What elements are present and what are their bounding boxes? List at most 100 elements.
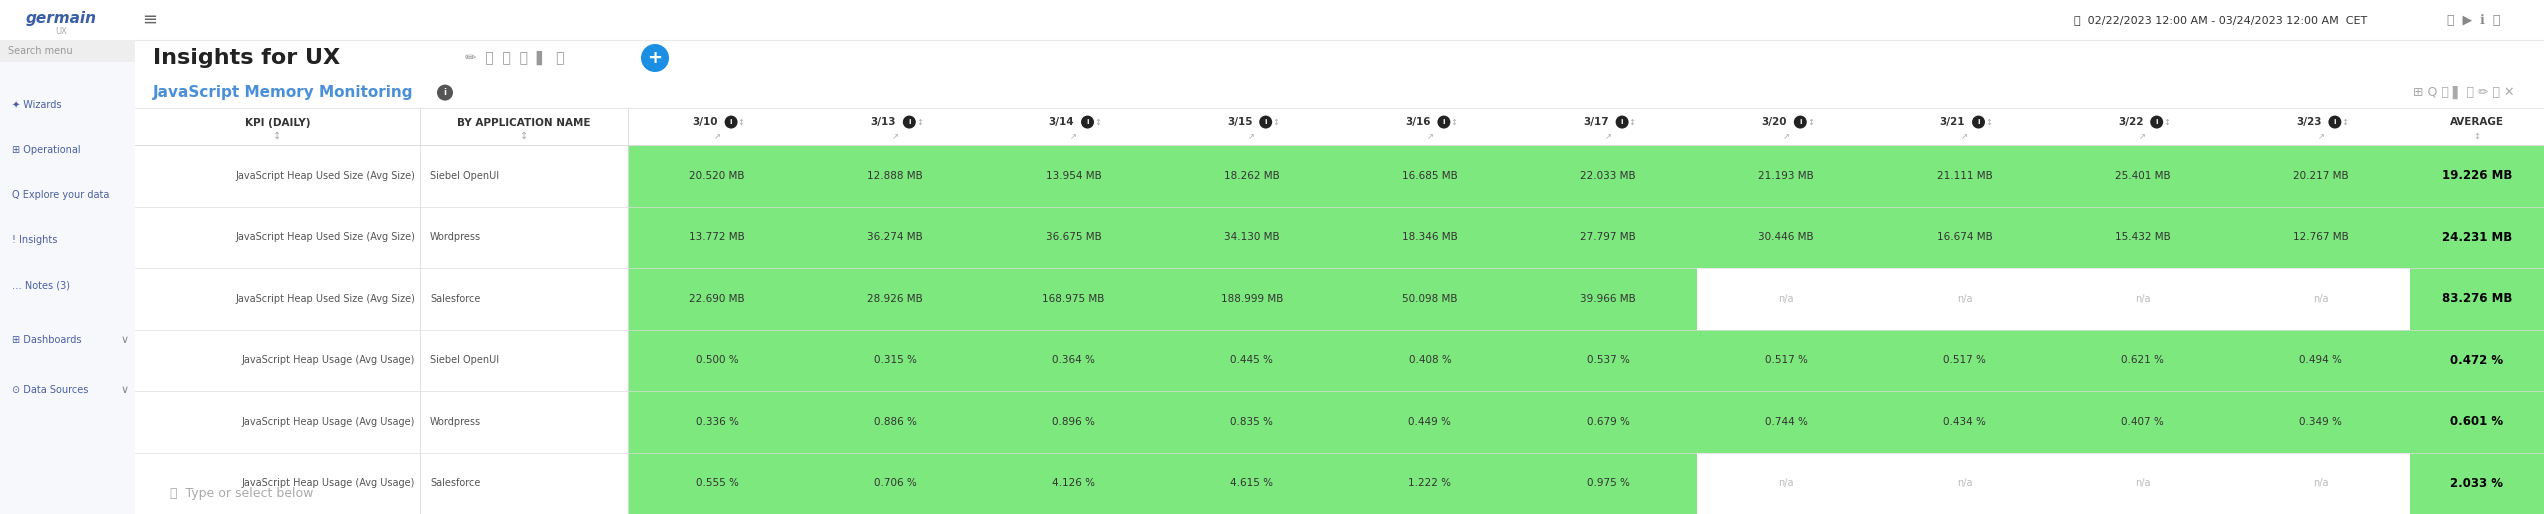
Text: 0.445 %: 0.445 %: [1231, 355, 1272, 365]
Text: 25.401 MB: 25.401 MB: [2114, 171, 2170, 181]
Text: BY APPLICATION NAME: BY APPLICATION NAME: [458, 118, 590, 128]
Bar: [628, 207, 2544, 268]
Text: 168.975 MB: 168.975 MB: [1043, 293, 1104, 304]
Text: 18.346 MB: 18.346 MB: [1402, 232, 1458, 242]
Text: +: +: [649, 49, 661, 67]
Circle shape: [1437, 116, 1450, 128]
Text: n/a: n/a: [2312, 293, 2328, 304]
Text: 0.679 %: 0.679 %: [1587, 417, 1631, 427]
Bar: [1697, 268, 1875, 329]
Bar: [135, 108, 2544, 145]
Text: n/a: n/a: [1778, 478, 1794, 488]
Text: n/a: n/a: [1956, 293, 1972, 304]
Circle shape: [1259, 116, 1272, 128]
Text: 0.517 %: 0.517 %: [1766, 355, 1809, 365]
Text: 3/15: 3/15: [1226, 117, 1252, 127]
Text: ⊙ Data Sources: ⊙ Data Sources: [13, 385, 89, 395]
Text: ↕: ↕: [2340, 118, 2348, 126]
Text: 3/16: 3/16: [1404, 117, 1430, 127]
Text: ↕: ↕: [916, 118, 923, 126]
Text: 0.500 %: 0.500 %: [697, 355, 738, 365]
Text: 0.601 %: 0.601 %: [2450, 415, 2503, 428]
Text: ↕: ↕: [1628, 118, 1636, 126]
Text: 3/21: 3/21: [1939, 117, 1967, 127]
Text: ∨: ∨: [122, 335, 130, 345]
Circle shape: [1972, 116, 1984, 128]
Text: 0.472 %: 0.472 %: [2450, 354, 2503, 367]
Text: 0.494 %: 0.494 %: [2300, 355, 2343, 365]
Text: 30.446 MB: 30.446 MB: [1758, 232, 1814, 242]
Text: 0.336 %: 0.336 %: [695, 417, 738, 427]
Circle shape: [725, 116, 738, 128]
Text: 3/20: 3/20: [1760, 117, 1786, 127]
Text: n/a: n/a: [1956, 478, 1972, 488]
Text: ↗: ↗: [2318, 133, 2325, 141]
Text: 27.797 MB: 27.797 MB: [1580, 232, 1636, 242]
Bar: [628, 391, 2544, 452]
Bar: [628, 268, 2544, 329]
Text: 4.126 %: 4.126 %: [1053, 478, 1094, 488]
Text: ↕: ↕: [1094, 118, 1102, 126]
Text: 15.432 MB: 15.432 MB: [2114, 232, 2170, 242]
Text: 16.674 MB: 16.674 MB: [1936, 232, 1992, 242]
Text: 0.315 %: 0.315 %: [873, 355, 916, 365]
Bar: [2053, 268, 2231, 329]
Text: Salesforce: Salesforce: [430, 293, 481, 304]
Bar: [2053, 452, 2231, 514]
Text: Search menu: Search menu: [8, 46, 74, 56]
Text: ≡: ≡: [142, 11, 158, 29]
Bar: [1697, 452, 1875, 514]
Text: 0.621 %: 0.621 %: [2122, 355, 2165, 365]
Text: ↗: ↗: [715, 133, 720, 141]
Text: ↕: ↕: [2162, 118, 2170, 126]
Text: 22.033 MB: 22.033 MB: [1580, 171, 1636, 181]
Circle shape: [1615, 116, 1628, 128]
Text: JavaScript Heap Used Size (Avg Size): JavaScript Heap Used Size (Avg Size): [234, 293, 415, 304]
Text: JavaScript Heap Used Size (Avg Size): JavaScript Heap Used Size (Avg Size): [234, 232, 415, 242]
Text: ✦ Wizards: ✦ Wizards: [13, 100, 61, 110]
Text: n/a: n/a: [2134, 478, 2150, 488]
Text: 0.537 %: 0.537 %: [1587, 355, 1631, 365]
Bar: [1875, 452, 2053, 514]
Text: 188.999 MB: 188.999 MB: [1221, 293, 1282, 304]
Text: ⊞ Dashboards: ⊞ Dashboards: [13, 335, 81, 345]
Text: AVERAGE: AVERAGE: [2450, 117, 2503, 127]
Bar: [135, 391, 628, 452]
Bar: [0, 0, 135, 40]
Text: 0.975 %: 0.975 %: [1587, 478, 1631, 488]
Bar: [135, 207, 628, 268]
Bar: [628, 145, 2544, 207]
Text: ⊞ Operational: ⊞ Operational: [13, 145, 81, 155]
Text: 0.407 %: 0.407 %: [2122, 417, 2165, 427]
Text: 19.226 MB: 19.226 MB: [2442, 169, 2511, 182]
Text: 🔍  Type or select below: 🔍 Type or select below: [170, 487, 313, 501]
Text: UX: UX: [56, 27, 66, 35]
Text: 13.772 MB: 13.772 MB: [689, 232, 745, 242]
Text: 36.675 MB: 36.675 MB: [1046, 232, 1102, 242]
Text: JavaScript Memory Monitoring: JavaScript Memory Monitoring: [153, 85, 415, 100]
Text: 1.222 %: 1.222 %: [1409, 478, 1453, 488]
Bar: [0, 40, 135, 62]
Text: 24.231 MB: 24.231 MB: [2442, 231, 2511, 244]
Circle shape: [1794, 116, 1806, 128]
Text: n/a: n/a: [2134, 293, 2150, 304]
Text: 18.262 MB: 18.262 MB: [1224, 171, 1280, 181]
Text: 16.685 MB: 16.685 MB: [1402, 171, 1458, 181]
Text: i: i: [443, 88, 448, 97]
Text: ↗: ↗: [1605, 133, 1610, 141]
Text: Salesforce: Salesforce: [430, 478, 481, 488]
Text: Wordpress: Wordpress: [430, 232, 481, 242]
Bar: [135, 0, 2544, 40]
Text: ↗: ↗: [1071, 133, 1076, 141]
Text: 20.217 MB: 20.217 MB: [2292, 171, 2348, 181]
Text: 0.434 %: 0.434 %: [1944, 417, 1987, 427]
Text: 3/13: 3/13: [870, 117, 895, 127]
Circle shape: [438, 85, 453, 101]
Text: 0.555 %: 0.555 %: [695, 478, 738, 488]
Text: JavaScript Heap Usage (Avg Usage): JavaScript Heap Usage (Avg Usage): [242, 417, 415, 427]
Text: 12.888 MB: 12.888 MB: [868, 171, 923, 181]
Text: 3/17: 3/17: [1582, 117, 1608, 127]
Text: ↗: ↗: [1249, 133, 1254, 141]
Bar: [135, 40, 2544, 80]
Text: 0.449 %: 0.449 %: [1409, 417, 1450, 427]
